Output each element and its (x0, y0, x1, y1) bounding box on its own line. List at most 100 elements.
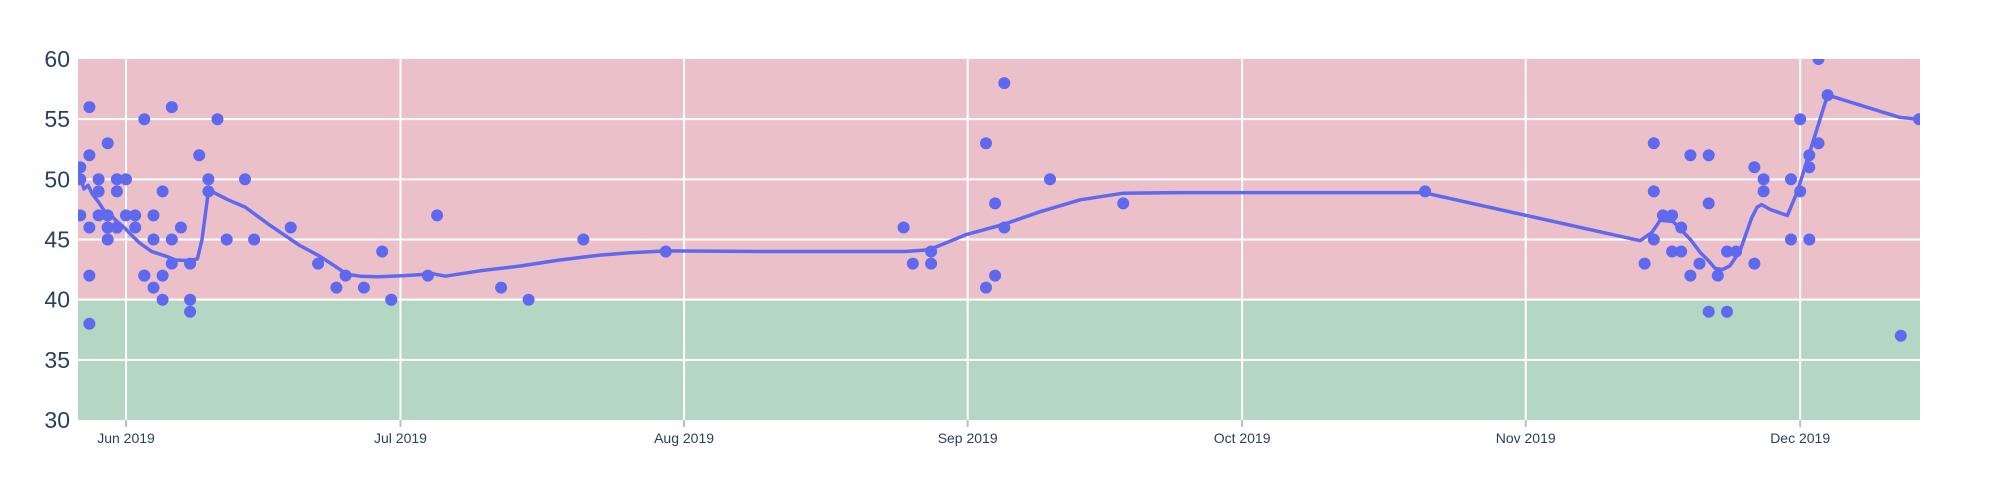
scatter-point (1721, 305, 1733, 318)
scatter-point (165, 257, 178, 270)
x-tick-label: Aug 2019 (654, 430, 714, 446)
scatter-point (1656, 209, 1669, 222)
scatter-point (1757, 185, 1770, 198)
scatter-point (659, 245, 672, 258)
x-axis: Jun 2019 Jul 2019 Aug 2019 Sep 2019 Oct 2019… (97, 420, 1830, 446)
scatter-point (83, 317, 96, 330)
scatter-point (202, 173, 215, 186)
scatter-point (1702, 197, 1715, 210)
scatter-point (101, 233, 114, 246)
y-tick-label: 60 (44, 46, 70, 72)
scatter-point (980, 137, 992, 150)
scatter-point (110, 173, 123, 186)
scatter-point (1730, 245, 1743, 258)
scatter-point (110, 185, 123, 198)
scatter-point (1894, 329, 1907, 342)
scatter-point (495, 281, 508, 294)
y-axis: 30 35 40 45 50 55 60 (44, 46, 70, 433)
scatter-point (1821, 89, 1834, 102)
scatter-point (1419, 185, 1432, 198)
scatter-point (989, 197, 1002, 210)
scatter-point (1117, 197, 1130, 210)
scatter-point (925, 245, 938, 258)
scatter-point (421, 269, 434, 282)
scatter-point (1675, 221, 1688, 234)
scatter-points-layer (78, 59, 1920, 342)
scatter-point (184, 293, 197, 306)
scatter-point (1721, 245, 1733, 258)
scatter-point (239, 173, 251, 186)
scatter-point (193, 149, 206, 162)
scatter-point (577, 233, 590, 246)
scatter-point (1913, 113, 1920, 126)
scatter-point (101, 137, 114, 150)
scatter-point (78, 161, 87, 174)
scatter-point (156, 269, 169, 282)
scatter-point (101, 209, 114, 222)
scatter-point (1666, 209, 1679, 222)
trend-line (78, 93, 1920, 279)
scatter-point (129, 209, 142, 222)
scatter-point (998, 221, 1011, 234)
scatter-point (385, 293, 398, 306)
scatter-point (1803, 161, 1816, 174)
scatter-point (1702, 149, 1715, 162)
scatter-point (376, 245, 389, 258)
scatter-point (1785, 233, 1797, 246)
scatter-point (83, 221, 96, 234)
scatter-point (1684, 269, 1697, 282)
scatter-point (78, 173, 87, 186)
scatter-point (522, 293, 535, 306)
y-tick-label: 50 (44, 166, 70, 192)
scatter-point (92, 185, 105, 198)
scatter-point (989, 269, 1002, 282)
y-tick-label: 40 (44, 287, 70, 313)
scatter-point (156, 293, 169, 306)
y-tick-label: 35 (44, 347, 70, 373)
plot-area[interactable] (78, 59, 1920, 420)
scatter-point (184, 305, 197, 318)
gridlines (78, 59, 1920, 420)
scatter-point (165, 101, 178, 114)
y-tick-label: 30 (44, 407, 70, 433)
scatter-point (1812, 137, 1825, 150)
scatter-point (147, 281, 160, 294)
scatter-point (83, 149, 96, 162)
scatter-point (174, 221, 187, 234)
scatter-point (165, 233, 178, 246)
scatter-point (83, 269, 96, 282)
scatter-point (129, 221, 142, 234)
x-tick-label: Jul 2019 (374, 430, 427, 446)
y-tick-label: 55 (44, 106, 70, 132)
scatter-point (1812, 59, 1825, 65)
scatter-point (1803, 233, 1816, 246)
scatter-point (980, 281, 992, 294)
scatter-point (138, 269, 151, 282)
scatter-point (202, 185, 215, 198)
scatter-point (906, 257, 919, 270)
scatter-point (1757, 173, 1770, 186)
scatter-point (156, 185, 169, 198)
scatter-point (284, 221, 297, 234)
scatter-point (431, 209, 444, 222)
scatter-point (92, 173, 105, 186)
scatter-point (897, 221, 910, 234)
scatter-point (110, 221, 123, 234)
scatter-point (339, 269, 352, 282)
scatter-point (220, 233, 233, 246)
scatter-point (1748, 257, 1761, 270)
scatter-point (147, 233, 160, 246)
scatter-point (138, 113, 151, 126)
scatter-point (357, 281, 370, 294)
scatter-point (1803, 149, 1816, 162)
x-tick-label: Oct 2019 (1214, 430, 1271, 446)
scatter-point (1684, 149, 1697, 162)
scatter-point (92, 209, 105, 222)
scatter-point (998, 77, 1011, 90)
scatter-point (312, 257, 325, 270)
scatter-point (1785, 173, 1797, 186)
scatter-point (83, 101, 96, 114)
scatter-point (1794, 113, 1807, 126)
